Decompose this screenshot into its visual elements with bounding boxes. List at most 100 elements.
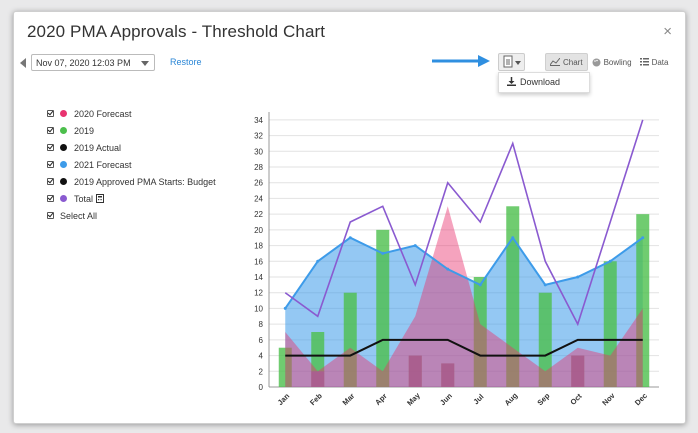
series-color-dot xyxy=(60,127,67,134)
x-tick-label: May xyxy=(405,390,422,407)
bar-2019 xyxy=(376,229,390,387)
bar-2019 xyxy=(636,214,650,387)
y-tick-label: 34 xyxy=(254,116,263,125)
legend-item-2019-budget[interactable]: 2019 Approved PMA Starts: Budget xyxy=(47,173,216,190)
checkbox[interactable] xyxy=(47,144,54,151)
download-label: Download xyxy=(520,77,561,87)
chart-view-label: Chart xyxy=(563,57,583,67)
x-tick-label: Aug xyxy=(503,391,520,408)
y-tick-label: 20 xyxy=(254,226,263,235)
checkbox[interactable] xyxy=(47,195,54,202)
y-tick-label: 26 xyxy=(254,179,263,188)
point-2021-forecast xyxy=(608,259,612,263)
series-color-dot xyxy=(60,144,67,151)
previous-date-arrow-icon[interactable] xyxy=(20,58,26,68)
bar-total-component xyxy=(441,363,455,387)
point-2021-forecast xyxy=(316,259,320,263)
bar-2019 xyxy=(473,277,487,387)
bar-total-component xyxy=(311,371,325,387)
x-tick-label: Sep xyxy=(535,391,551,407)
y-tick-label: 2 xyxy=(259,367,264,376)
series-color-dot xyxy=(60,161,67,168)
x-tick-label: Apr xyxy=(373,391,389,407)
checkbox[interactable] xyxy=(47,178,54,185)
legend-item-2019[interactable]: 2019 xyxy=(47,122,216,139)
y-tick-label: 18 xyxy=(254,242,263,251)
legend-item-2021-forecast[interactable]: 2021 Forecast xyxy=(47,156,216,173)
chart-view-button[interactable]: Chart xyxy=(545,53,588,71)
x-tick-label: Jun xyxy=(438,391,454,407)
legend-select-all[interactable]: Select All xyxy=(47,207,216,224)
download-icon xyxy=(507,77,516,86)
threshold-chart-dialog: 2020 PMA Approvals - Threshold Chart × N… xyxy=(13,11,686,424)
series-line-total xyxy=(284,119,644,327)
x-tick-label: Nov xyxy=(600,390,617,407)
bowling-view-button[interactable]: Bowling xyxy=(588,53,636,71)
checkbox[interactable] xyxy=(47,127,54,134)
chevron-down-icon xyxy=(515,61,521,65)
x-tick-label: Dec xyxy=(633,391,649,407)
series-area-2021-forecast xyxy=(285,237,643,387)
export-button[interactable] xyxy=(498,53,525,71)
series-line-2019-budget xyxy=(285,338,643,357)
point-2021-forecast xyxy=(348,236,352,240)
legend-item-2019-actual[interactable]: 2019 Actual xyxy=(47,139,216,156)
y-tick-label: 32 xyxy=(254,132,263,141)
x-tick-label: Feb xyxy=(308,391,324,407)
legend-item-total[interactable]: Total xyxy=(47,190,216,207)
y-tick-label: 8 xyxy=(259,320,264,329)
series-line-2021-forecast xyxy=(284,235,644,309)
date-select-value: Nov 07, 2020 12:03 PM xyxy=(36,58,131,68)
bowling-ball-icon xyxy=(592,58,601,66)
legend-label: Total xyxy=(74,193,94,204)
y-tick-label: 4 xyxy=(259,352,264,361)
date-select[interactable]: Nov 07, 2020 12:03 PM xyxy=(31,54,155,71)
y-tick-label: 28 xyxy=(254,163,263,172)
legend-item-2020-forecast[interactable]: 2020 Forecast xyxy=(47,105,216,122)
restore-link[interactable]: Restore xyxy=(170,57,202,67)
arrow-right-icon xyxy=(432,55,490,67)
bar-2019 xyxy=(278,347,292,387)
y-tick-label: 0 xyxy=(259,383,264,392)
point-2021-forecast xyxy=(413,244,417,248)
checkbox[interactable] xyxy=(47,161,54,168)
view-toggle-group: Chart Bowling Data xyxy=(545,53,672,71)
y-tick-label: 14 xyxy=(254,273,263,282)
download-menu-item[interactable]: Download xyxy=(507,77,560,87)
checkbox[interactable] xyxy=(47,110,54,117)
point-2021-forecast xyxy=(446,267,450,271)
dialog-title: 2020 PMA Approvals - Threshold Chart xyxy=(27,22,326,41)
calculator-icon[interactable] xyxy=(96,194,105,203)
series-legend: 2020 Forecast 2019 2019 Actual 2021 Fore… xyxy=(47,105,216,224)
point-2021-forecast xyxy=(543,283,547,287)
series-area-2020-forecast xyxy=(285,206,643,387)
legend-label: 2019 Actual xyxy=(74,142,122,153)
data-view-label: Data xyxy=(651,57,669,67)
document-icon xyxy=(503,55,513,68)
legend-label: 2021 Forecast xyxy=(74,159,132,170)
chevron-down-icon xyxy=(141,61,149,66)
bar-total-component xyxy=(408,355,422,387)
x-tick-label: Oct xyxy=(568,391,584,407)
y-tick-label: 16 xyxy=(254,257,263,266)
point-2021-forecast xyxy=(478,283,482,287)
select-all-label: Select All xyxy=(60,210,98,221)
x-tick-label: Jul xyxy=(471,392,485,406)
close-icon[interactable]: × xyxy=(663,23,672,40)
y-tick-label: 24 xyxy=(254,194,263,203)
bowling-view-label: Bowling xyxy=(603,57,632,67)
point-2021-forecast xyxy=(641,236,645,240)
bar-2019 xyxy=(538,292,552,387)
checkbox[interactable] xyxy=(47,212,54,219)
point-2021-forecast xyxy=(381,251,385,255)
bar-2019 xyxy=(506,206,520,387)
legend-label: 2019 xyxy=(74,125,95,136)
point-2021-forecast xyxy=(511,236,515,240)
y-tick-label: 22 xyxy=(254,210,263,219)
point-2021-forecast xyxy=(283,306,287,310)
line-chart-icon xyxy=(550,58,560,66)
data-view-button[interactable]: Data xyxy=(636,53,673,71)
legend-label: 2019 Approved PMA Starts: Budget xyxy=(74,176,216,187)
bar-total-component xyxy=(571,355,585,387)
